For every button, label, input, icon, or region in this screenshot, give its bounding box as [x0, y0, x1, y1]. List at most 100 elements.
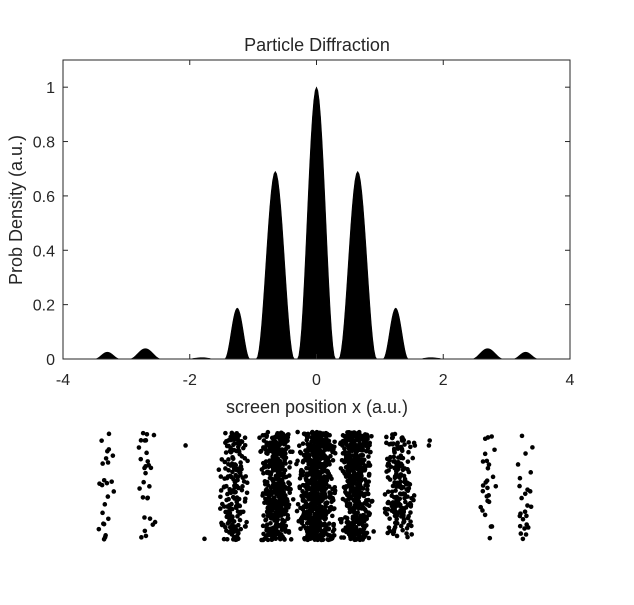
detector-hit-dot	[235, 444, 241, 450]
detector-hit-dot	[395, 467, 401, 472]
detector-hit-dot	[284, 444, 290, 450]
detector-hit-dot	[354, 448, 359, 454]
detector-hit-dot	[278, 499, 284, 505]
detector-hit-dot	[283, 529, 288, 534]
detector-hit-dot	[394, 533, 400, 539]
detector-hit-dot	[342, 446, 347, 451]
detector-hit-dot	[280, 535, 286, 541]
detector-hit-dot	[286, 528, 292, 534]
detector-hit-dot	[261, 513, 266, 518]
detector-hit-dot	[144, 431, 150, 437]
detector-hit-dot	[264, 500, 270, 506]
detector-hit-dot	[235, 514, 240, 519]
detector-hit-dot	[486, 493, 491, 498]
detector-hit-dot	[323, 516, 328, 521]
detector-hit-dot	[143, 470, 148, 476]
x-tick-label: -4	[56, 372, 70, 389]
detector-hit-dot	[218, 494, 223, 500]
detector-hit-dot	[109, 479, 114, 484]
detector-hit-dot	[349, 529, 354, 534]
detector-hit-dot	[314, 464, 320, 470]
detector-hit-dot	[386, 468, 391, 473]
detector-hit-dot	[367, 442, 372, 448]
detector-hit-dot	[217, 506, 223, 511]
detector-hit-dot	[278, 502, 284, 508]
detector-hit-dot	[270, 458, 276, 463]
detector-hit-dot	[360, 453, 366, 458]
detector-hit-dot	[312, 477, 318, 483]
x-axis-ticks: -4 -2 0 2 4	[56, 60, 575, 389]
detector-hit-dot	[387, 528, 393, 534]
detector-hit-dot	[284, 474, 289, 480]
detector-hit-dot	[261, 470, 266, 476]
detector-hit-dot	[275, 475, 281, 480]
detector-hit-dot	[218, 488, 224, 493]
detector-hit-dot	[142, 515, 147, 520]
detector-hit-dot	[235, 509, 241, 514]
detector-hit-dot	[226, 457, 231, 462]
detector-hit-dot	[288, 449, 293, 455]
detector-hit-dot	[238, 460, 243, 465]
detector-hit-dot	[228, 445, 233, 451]
detector-hit-dot	[519, 433, 525, 439]
detector-hit-dot	[341, 535, 347, 540]
detector-hit-dot	[317, 474, 323, 479]
detector-hit-dot	[484, 478, 490, 483]
detector-hit-dot	[394, 442, 400, 447]
detector-hit-dot	[409, 496, 414, 501]
detector-hit-dot	[274, 519, 280, 524]
detector-hit-dot	[305, 450, 310, 455]
detector-hit-dot	[299, 519, 305, 524]
detector-hit-dot	[528, 470, 534, 475]
detector-hit-dot	[297, 485, 303, 491]
detector-hit-dot	[485, 466, 491, 471]
detector-hit-dot	[358, 433, 363, 439]
detector-hit-dot	[528, 504, 534, 510]
detector-hit-dot	[219, 457, 225, 462]
detector-hit-dot	[361, 506, 367, 512]
detector-hit-dot	[142, 528, 148, 534]
detector-hit-dot	[386, 525, 392, 530]
detector-hit-dot	[274, 432, 280, 437]
detector-hit-dot	[326, 459, 332, 465]
detector-hit-dot	[269, 537, 275, 543]
detector-hit-dot	[306, 461, 311, 467]
detector-hit-dot	[304, 435, 310, 440]
detector-hit-dot	[314, 486, 320, 491]
detector-hit-dot	[353, 500, 359, 506]
detector-hit-dot	[343, 489, 348, 495]
detector-hit-dot	[408, 444, 413, 450]
detector-hit-dot	[139, 535, 144, 540]
detector-hit-dot	[152, 519, 158, 525]
detector-hit-dot	[240, 509, 246, 515]
detector-hit-dot	[354, 433, 360, 439]
detector-hit-dot	[298, 469, 304, 475]
detector-hit-dot	[297, 476, 303, 481]
detector-hit-dot	[230, 456, 236, 462]
detector-hit-dot	[396, 501, 402, 507]
detector-hit-dot	[360, 460, 366, 466]
detector-hit-dot	[328, 453, 333, 459]
detector-hit-dot	[308, 441, 313, 447]
detector-hit-dot	[202, 536, 207, 542]
detector-hit-dot	[272, 498, 277, 504]
detector-hit-dot	[294, 461, 299, 467]
detector-hit-dot	[260, 491, 266, 496]
detector-hit-dot	[400, 455, 406, 461]
detector-hit-dot	[349, 448, 355, 454]
detector-hit-dot	[145, 459, 151, 464]
detector-hit-dot	[304, 465, 309, 471]
detector-hit-dot	[517, 483, 522, 489]
detector-hit-dot	[307, 534, 312, 539]
detector-hit-dot	[310, 523, 315, 528]
detector-hit-dot	[281, 441, 287, 446]
detector-hit-dot	[303, 454, 308, 460]
detector-hit-dot	[234, 466, 240, 472]
detector-hit-dot	[360, 486, 366, 491]
detector-hit-dot	[294, 508, 300, 514]
detector-hit-dot	[267, 441, 272, 446]
detector-hit-dot	[357, 529, 363, 534]
detector-hit-dot	[348, 495, 354, 501]
detector-hit-dot	[309, 530, 314, 536]
